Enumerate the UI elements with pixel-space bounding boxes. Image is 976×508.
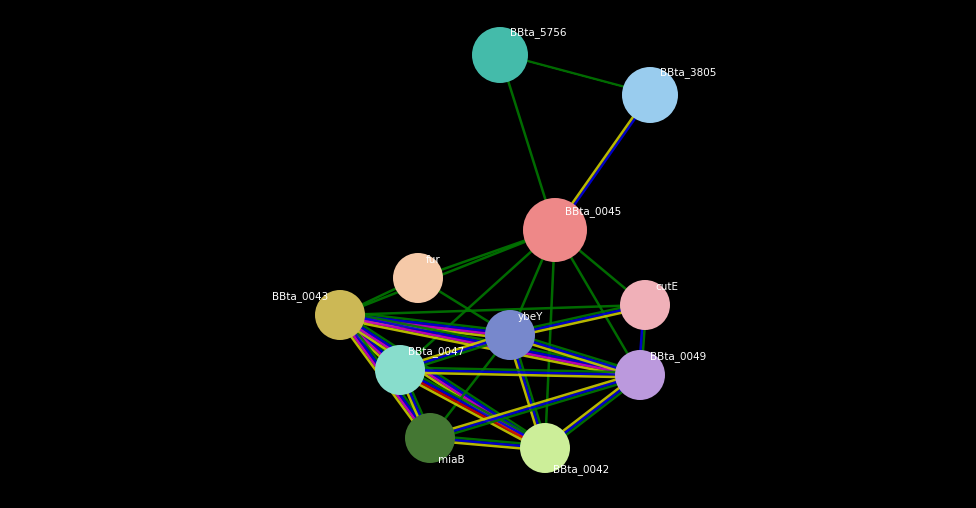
Text: ybeY: ybeY	[518, 312, 544, 322]
Text: BBta_0045: BBta_0045	[565, 207, 622, 217]
Circle shape	[393, 253, 443, 303]
Text: BBta_0047: BBta_0047	[408, 346, 465, 358]
Circle shape	[523, 198, 587, 262]
Text: BBta_0043: BBta_0043	[272, 292, 328, 302]
Circle shape	[620, 280, 670, 330]
Circle shape	[615, 350, 665, 400]
Circle shape	[622, 67, 678, 123]
Text: fur: fur	[426, 255, 441, 265]
Circle shape	[315, 290, 365, 340]
Circle shape	[520, 423, 570, 473]
Text: BBta_3805: BBta_3805	[660, 68, 716, 78]
Circle shape	[405, 413, 455, 463]
Text: BBta_0049: BBta_0049	[650, 352, 707, 362]
Circle shape	[472, 27, 528, 83]
Text: cutE: cutE	[655, 282, 678, 292]
Circle shape	[485, 310, 535, 360]
Circle shape	[375, 345, 425, 395]
Text: BBta_0042: BBta_0042	[553, 464, 609, 475]
Text: miaB: miaB	[438, 455, 465, 465]
Text: BBta_5756: BBta_5756	[510, 27, 566, 39]
